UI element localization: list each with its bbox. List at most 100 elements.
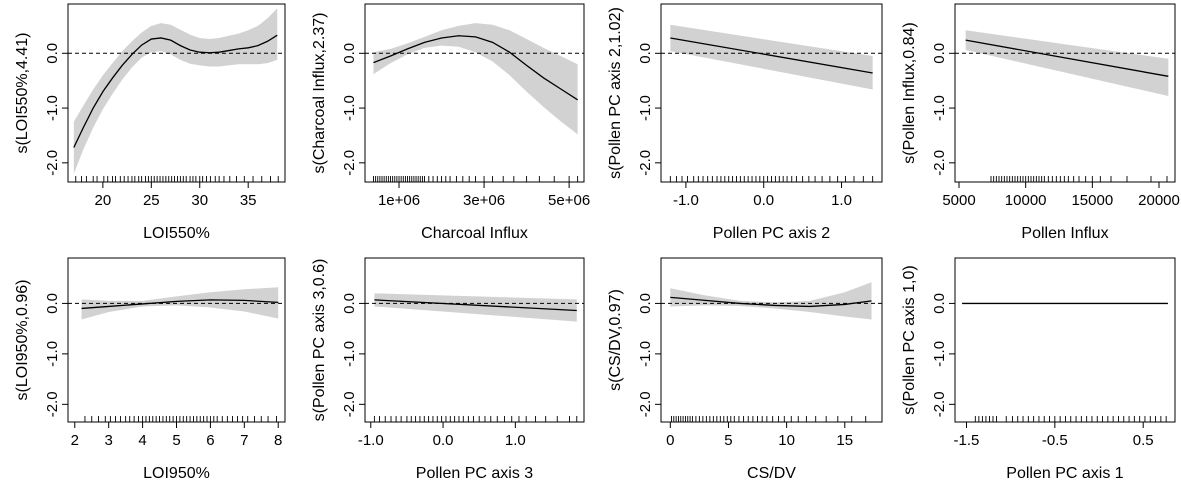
plot-frame bbox=[954, 3, 1176, 183]
x-tick-label: 10000 bbox=[1005, 192, 1047, 209]
x-axis-label: CS/DV bbox=[747, 465, 796, 482]
x-tick-label: 3e+06 bbox=[463, 192, 505, 209]
y-tick-label: -2.0 bbox=[44, 150, 61, 176]
y-tick-label: -1.0 bbox=[931, 95, 948, 121]
y-tick-label: -1.0 bbox=[341, 95, 358, 121]
x-axis-label: Charcoal Influx bbox=[421, 225, 528, 242]
x-axis-label: LOI550% bbox=[143, 225, 210, 242]
x-tick-label: 15000 bbox=[1071, 192, 1113, 209]
y-axis-label: s(LOI550%,4.41) bbox=[14, 33, 31, 154]
y-axis-label: s(Pollen PC axis 2,1.02) bbox=[607, 7, 624, 179]
x-axis-label: LOI950% bbox=[143, 465, 210, 482]
x-tick-label: 7 bbox=[240, 432, 248, 449]
x-tick-label: 6 bbox=[206, 432, 214, 449]
x-axis-label: Pollen Influx bbox=[1021, 225, 1108, 242]
x-tick-label: 1e+06 bbox=[378, 192, 420, 209]
plot-frame bbox=[67, 257, 286, 423]
y-axis-label: s(Pollen PC axis 3,0.6) bbox=[311, 259, 328, 422]
x-tick-label: -1.0 bbox=[673, 192, 699, 209]
plot-frame bbox=[67, 3, 286, 183]
plot-frame bbox=[364, 3, 585, 183]
x-tick-label: -0.5 bbox=[1042, 432, 1068, 449]
x-tick-label: 5000 bbox=[942, 192, 975, 209]
y-axis-label: s(LOI950%,0.96) bbox=[14, 280, 31, 401]
x-tick-label: 3 bbox=[105, 432, 113, 449]
plot-frame bbox=[660, 257, 883, 423]
y-axis-label: s(CS/DV,0.97) bbox=[607, 289, 624, 391]
x-tick-label: 1.0 bbox=[831, 192, 852, 209]
y-tick-label: -1.0 bbox=[637, 341, 654, 367]
x-tick-label: 0.0 bbox=[753, 192, 774, 209]
x-tick-label: 15 bbox=[836, 432, 853, 449]
y-tick-label: -1.0 bbox=[44, 341, 61, 367]
x-tick-label: 0 bbox=[666, 432, 674, 449]
smooth-fit-line bbox=[670, 296, 872, 308]
y-tick-label: -2.0 bbox=[637, 150, 654, 176]
x-tick-label: 0.5 bbox=[1133, 432, 1154, 449]
x-axis-label: Pollen PC axis 3 bbox=[416, 465, 533, 482]
x-tick-label: 20 bbox=[95, 192, 112, 209]
x-tick-label: 5e+06 bbox=[548, 192, 590, 209]
confidence-band bbox=[73, 8, 278, 174]
smooth-fit-line bbox=[374, 299, 577, 312]
y-tick-label: 0.0 bbox=[44, 43, 61, 64]
x-tick-label: 5 bbox=[724, 432, 732, 449]
y-tick-label: 0.0 bbox=[44, 293, 61, 314]
y-tick-label: -2.0 bbox=[341, 150, 358, 176]
confidence-band bbox=[373, 23, 578, 135]
x-tick-label: -1.0 bbox=[358, 432, 384, 449]
x-tick-label: 20000 bbox=[1138, 192, 1180, 209]
panel-2: 1e+06 3e+06 5e+06 -2.0 -1.0 0.0 Charcoal Influ… bbox=[311, 3, 590, 242]
x-axis-label: Pollen PC axis 1 bbox=[1006, 465, 1123, 482]
x-tick-label: 0.0 bbox=[433, 432, 454, 449]
y-tick-label: 0.0 bbox=[341, 293, 358, 314]
panel-4: 5000 10000 15000 20000 -2.0 -1.0 0.0 Pollen Inf… bbox=[901, 3, 1180, 242]
smooth-fit-line bbox=[73, 34, 278, 148]
x-axis-label: Pollen PC axis 2 bbox=[713, 225, 830, 242]
smooth-fit-line bbox=[81, 299, 279, 310]
y-tick-label: 0.0 bbox=[341, 43, 358, 64]
y-tick-label: 0.0 bbox=[931, 43, 948, 64]
x-tick-label: 2 bbox=[71, 432, 79, 449]
y-tick-label: -2.0 bbox=[931, 150, 948, 176]
y-axis-label: s(Pollen PC axis 1,0) bbox=[901, 265, 918, 414]
x-tick-label: 8 bbox=[274, 432, 282, 449]
plot-frame bbox=[660, 3, 883, 183]
y-tick-label: -1.0 bbox=[637, 95, 654, 121]
confidence-band bbox=[965, 30, 1169, 97]
y-tick-label: 0.0 bbox=[637, 293, 654, 314]
x-tick-label: 30 bbox=[191, 192, 208, 209]
x-tick-label: 1.0 bbox=[505, 432, 526, 449]
y-tick-label: -1.0 bbox=[931, 341, 948, 367]
y-axis-label: s(Pollen Influx,0.84) bbox=[901, 22, 918, 163]
x-tick-label: -1.5 bbox=[954, 432, 980, 449]
y-tick-label: -1.0 bbox=[44, 95, 61, 121]
plot-frame bbox=[954, 257, 1176, 423]
confidence-band bbox=[670, 282, 872, 320]
smooth-fit-line bbox=[670, 37, 873, 74]
x-tick-label: 5 bbox=[172, 432, 180, 449]
y-axis-label: s(Charcoal Influx,2.37) bbox=[311, 13, 328, 174]
y-tick-label: -2.0 bbox=[44, 391, 61, 417]
panel-8: -1.5 -0.5 0.5 -2.0 -1.0 0.0 Pollen PC axis 1 s(… bbox=[901, 257, 1176, 482]
panel-5: 2 3 4 5 6 7 8 -2.0 -1.0 0.0 LOI950% s(LOI950%,0.96) bbox=[14, 257, 286, 482]
y-tick-label: -1.0 bbox=[341, 341, 358, 367]
x-tick-label: 4 bbox=[138, 432, 146, 449]
y-tick-label: 0.0 bbox=[931, 293, 948, 314]
confidence-band bbox=[374, 293, 577, 322]
x-tick-label: 25 bbox=[143, 192, 160, 209]
smooth-fit-line bbox=[373, 35, 578, 101]
y-tick-label: -2.0 bbox=[637, 391, 654, 417]
panel-1: 20 25 30 35 -2.0 -1.0 0.0 LOI550% s(LOI550%,4.41… bbox=[14, 3, 286, 242]
smooth-fit-line bbox=[965, 39, 1169, 77]
x-tick-label: 35 bbox=[240, 192, 257, 209]
panel-7: 0 5 10 15 -2.0 -1.0 0.0 CS/DV s(CS/DV,0.97) bbox=[607, 257, 883, 482]
y-tick-label: -2.0 bbox=[931, 391, 948, 417]
x-tick-label: 10 bbox=[778, 432, 795, 449]
plot-frame bbox=[364, 257, 585, 423]
y-tick-label: -2.0 bbox=[341, 391, 358, 417]
confidence-band bbox=[81, 287, 279, 320]
confidence-band bbox=[670, 24, 873, 90]
